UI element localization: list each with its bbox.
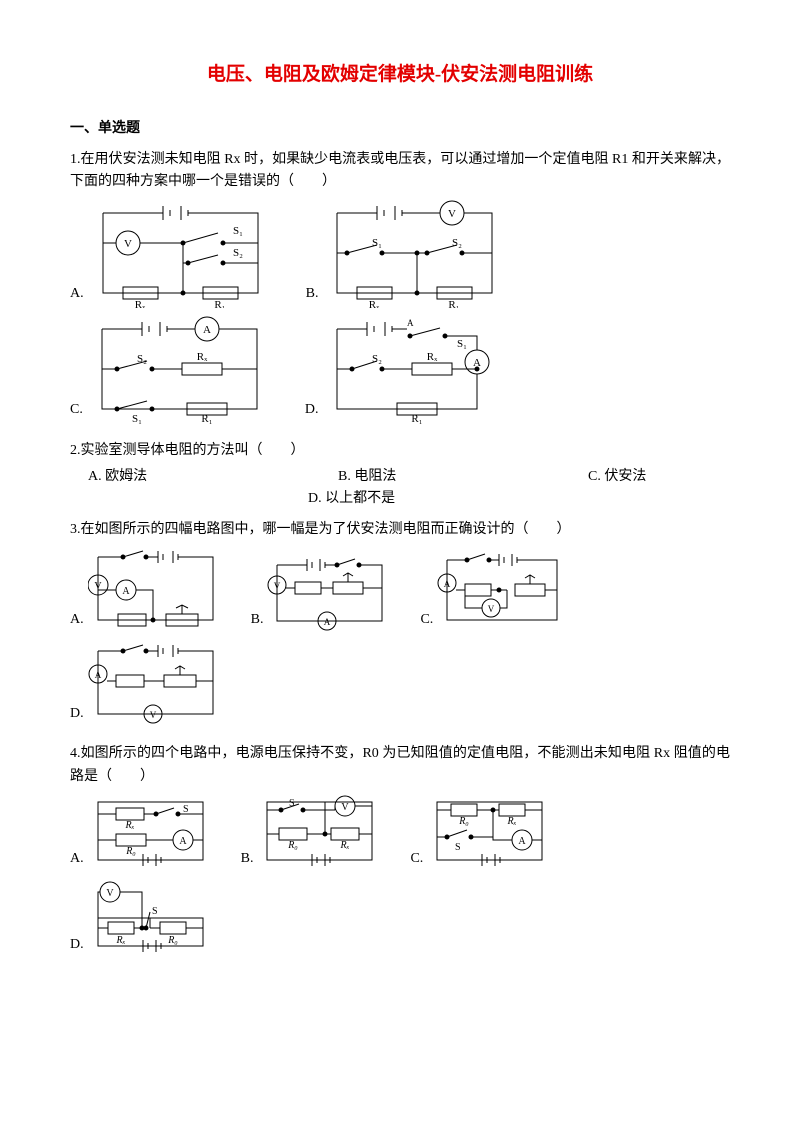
svg-text:R₀: R₀ <box>125 846 136 857</box>
svg-text:Rₓ: Rₓ <box>134 299 145 308</box>
q2-text: 2.实验室测导体电阻的方法叫（ ） <box>70 440 730 462</box>
circuit-q1d: A S₁ A S₂ Rₓ <box>322 314 512 424</box>
q2-a: A. 欧姆法 <box>88 466 328 488</box>
svg-text:A: A <box>519 836 527 847</box>
circuit-q4a: Rₓ S R₀ A <box>88 792 213 872</box>
svg-text:A: A <box>407 318 414 328</box>
circuit-q1a: V S₁ S₂ Rₓ R₁ <box>88 198 278 308</box>
svg-text:S: S <box>152 906 158 917</box>
opt-label: B. <box>241 848 254 870</box>
svg-text:S₁: S₁ <box>132 413 142 424</box>
svg-text:V: V <box>342 802 350 813</box>
svg-text:A: A <box>324 617 331 627</box>
q4-opt-c: C. R₀ Rₓ S A <box>410 792 552 872</box>
svg-text:A: A <box>179 836 187 847</box>
opt-label: D. <box>70 934 84 956</box>
circuit-q4c: R₀ Rₓ S A <box>427 792 552 872</box>
q4-opt-d: D. V Rₓ S R₀ <box>70 878 213 958</box>
opt-label: D. <box>305 399 319 421</box>
q4-opt-b: B. S V R₀ <box>241 792 383 872</box>
svg-text:S₂: S₂ <box>137 353 147 365</box>
q2-options: A. 欧姆法 B. 电阻法 C. 伏安法 D. 以上都不是 <box>88 466 730 511</box>
svg-text:S: S <box>289 798 295 809</box>
opt-label: C. <box>70 399 83 421</box>
svg-text:A: A <box>203 324 211 336</box>
svg-text:R₁: R₁ <box>412 413 423 424</box>
circuit-q1c: A S₂ Rₓ S₁ R₁ <box>87 314 277 424</box>
svg-text:Rₓ: Rₓ <box>369 299 380 308</box>
svg-text:S₁: S₁ <box>372 237 382 249</box>
svg-text:A: A <box>94 670 101 680</box>
svg-text:S₂: S₂ <box>233 247 243 259</box>
svg-text:Rₓ: Rₓ <box>507 816 517 827</box>
svg-text:A: A <box>122 586 130 597</box>
opt-label: C. <box>420 609 433 631</box>
circuit-q4b: S V R₀ Rₓ <box>257 792 382 872</box>
q1-opt-a: A. V S₁ <box>70 198 278 308</box>
q3-opt-c: C. A <box>420 548 567 633</box>
svg-text:Rₓ: Rₓ <box>124 820 134 831</box>
circuit-q3d: A V <box>88 639 223 727</box>
q2-c: C. 伏安法 <box>588 466 646 488</box>
svg-text:R₀: R₀ <box>167 935 178 946</box>
q2-b: B. 电阻法 <box>338 466 578 488</box>
opt-label: A. <box>70 283 84 305</box>
q4-options: A. Rₓ S R₀ A <box>70 792 730 964</box>
svg-text:R₁: R₁ <box>449 299 460 308</box>
svg-text:R₁: R₁ <box>201 413 212 424</box>
opt-label: B. <box>306 283 319 305</box>
section-heading: 一、单选题 <box>70 118 730 140</box>
svg-text:R₀: R₀ <box>459 816 470 827</box>
svg-text:S₂: S₂ <box>452 237 462 249</box>
opt-label: D. <box>70 703 84 725</box>
q3-opt-b: B. V A <box>251 553 393 633</box>
circuit-q4d: V Rₓ S R₀ <box>88 878 213 958</box>
svg-text:Rₓ: Rₓ <box>427 351 438 363</box>
opt-label: A. <box>70 848 84 870</box>
svg-text:R₁: R₁ <box>214 299 225 308</box>
q1-opt-d: D. A S₁ A S₂ <box>305 314 513 424</box>
svg-text:Rₓ: Rₓ <box>115 935 125 946</box>
q3-text: 3.在如图所示的四幅电路图中，哪一幅是为了伏安法测电阻而正确设计的（ ） <box>70 519 730 541</box>
circuit-q3a: V A <box>88 545 223 633</box>
svg-text:S₁: S₁ <box>233 225 243 237</box>
svg-text:S₂: S₂ <box>372 353 382 365</box>
q2-d: D. 以上都不是 <box>308 488 720 510</box>
svg-text:A: A <box>444 579 451 589</box>
q1-text: 1.在用伏安法测未知电阻 Rx 时，如果缺少电流表或电压表，可以通过增加一个定值… <box>70 149 730 194</box>
svg-text:Rₓ: Rₓ <box>340 840 350 851</box>
svg-text:V: V <box>448 208 456 220</box>
svg-text:V: V <box>149 710 156 720</box>
svg-text:S: S <box>455 842 461 853</box>
q3-options: A. V A <box>70 545 730 733</box>
circuit-q1b: V S₁ S₂ Rₓ R₁ <box>322 198 512 308</box>
svg-text:V: V <box>106 888 114 899</box>
q4-opt-a: A. Rₓ S R₀ A <box>70 792 213 872</box>
svg-text:V: V <box>124 238 132 250</box>
svg-text:V: V <box>274 581 281 591</box>
q1-opt-b: B. V S₁ S₂ <box>306 198 513 308</box>
svg-text:S: S <box>183 804 189 815</box>
opt-label: C. <box>410 848 423 870</box>
circuit-q3c: A V <box>437 548 567 633</box>
q4-text: 4.如图所示的四个电路中，电源电压保持不变，R0 为已知阻值的定值电阻，不能测出… <box>70 743 730 788</box>
opt-label: B. <box>251 609 264 631</box>
svg-text:Rₓ: Rₓ <box>197 351 208 363</box>
page-title: 电压、电阻及欧姆定律模块-伏安法测电阻训练 <box>70 60 730 90</box>
circuit-q3b: V A <box>267 553 392 633</box>
svg-text:V: V <box>488 604 495 614</box>
svg-text:S₁: S₁ <box>457 338 467 350</box>
opt-label: A. <box>70 609 84 631</box>
svg-text:R₀: R₀ <box>288 840 299 851</box>
q1-opt-c: C. A S₂ Rₓ S <box>70 314 277 424</box>
q3-opt-a: A. V A <box>70 545 223 633</box>
q1-options: A. V S₁ <box>70 198 730 430</box>
q3-opt-d: D. A V <box>70 639 223 727</box>
